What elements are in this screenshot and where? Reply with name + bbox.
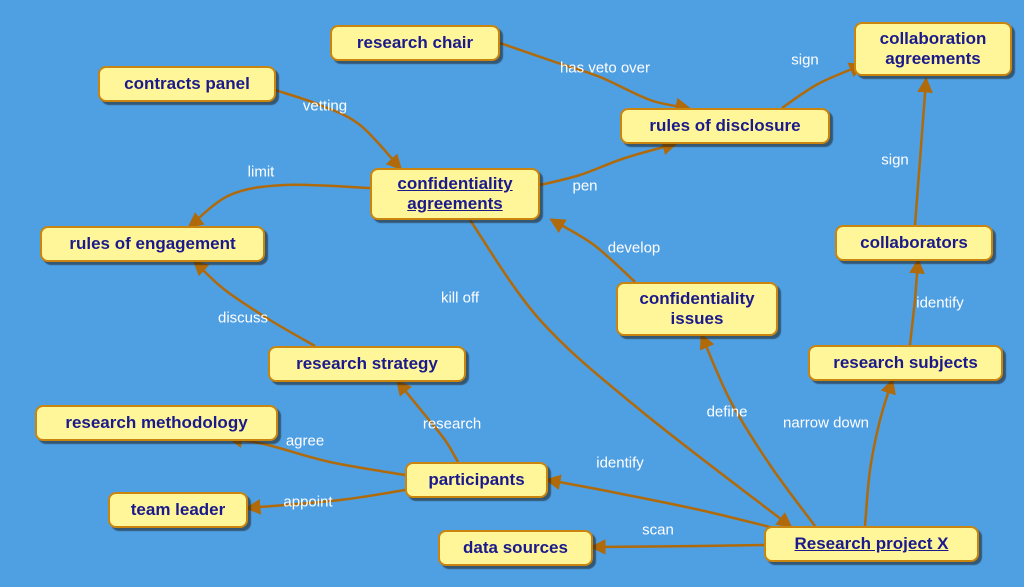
node-participants[interactable]: participants — [405, 462, 548, 498]
edge-label: narrow down — [783, 415, 869, 432]
edge-research_strategy-to-rules_of_engagement — [195, 262, 315, 346]
edge-label: scan — [642, 522, 674, 539]
edge-label: identify — [916, 295, 964, 312]
edge-label: vetting — [303, 98, 347, 115]
node-rules_of_disclosure[interactable]: rules of disclosure — [620, 108, 830, 144]
edge-label: appoint — [283, 494, 332, 511]
node-research_subjects[interactable]: research subjects — [808, 345, 1003, 381]
edge-collaborators-to-collaboration_agreements — [915, 80, 926, 225]
edge-label: sign — [881, 152, 909, 169]
node-research_strategy[interactable]: research strategy — [268, 346, 466, 382]
edge-confidentiality_agreements-to-rules_of_engagement — [190, 185, 370, 226]
edge-confidentiality_agreements-to-rules_of_disclosure — [540, 144, 675, 185]
node-rules_of_engagement[interactable]: rules of engagement — [40, 226, 265, 262]
node-contracts_panel[interactable]: contracts panel — [98, 66, 276, 102]
edge-label: pen — [572, 178, 597, 195]
node-research_methodology[interactable]: research methodology — [35, 405, 278, 441]
concept-map-canvas: has veto over vetting sign limit pen develop s… — [0, 0, 1024, 587]
node-team_leader[interactable]: team leader — [108, 492, 248, 528]
edge-label: define — [707, 404, 748, 421]
node-collaboration_agreements[interactable]: collaboration agreements — [854, 22, 1012, 76]
edge-research_project_x-to-research_subjects — [865, 381, 892, 526]
node-collaborators[interactable]: collaborators — [835, 225, 993, 261]
edge-label: has veto over — [560, 60, 650, 77]
edge-research_project_x-to-data_sources — [593, 545, 764, 547]
node-research_chair[interactable]: research chair — [330, 25, 500, 61]
edge-label: identify — [596, 455, 644, 472]
edge-label: limit — [248, 164, 275, 181]
edge-label: develop — [608, 240, 661, 257]
node-data_sources[interactable]: data sources — [438, 530, 593, 566]
edge-label: kill off — [441, 290, 479, 307]
edge-label: agree — [286, 433, 324, 450]
edge-label: research — [423, 416, 481, 433]
edge-label: sign — [791, 52, 819, 69]
edge-rules_of_disclosure-to-collaboration_agreements — [782, 65, 862, 108]
node-confidentiality_issues[interactable]: confidentiality issues — [616, 282, 778, 336]
edge-label: discuss — [218, 310, 268, 327]
node-research_project_x[interactable]: Research project X — [764, 526, 979, 562]
node-confidentiality_agreements[interactable]: confidentiality agreements — [370, 168, 540, 220]
